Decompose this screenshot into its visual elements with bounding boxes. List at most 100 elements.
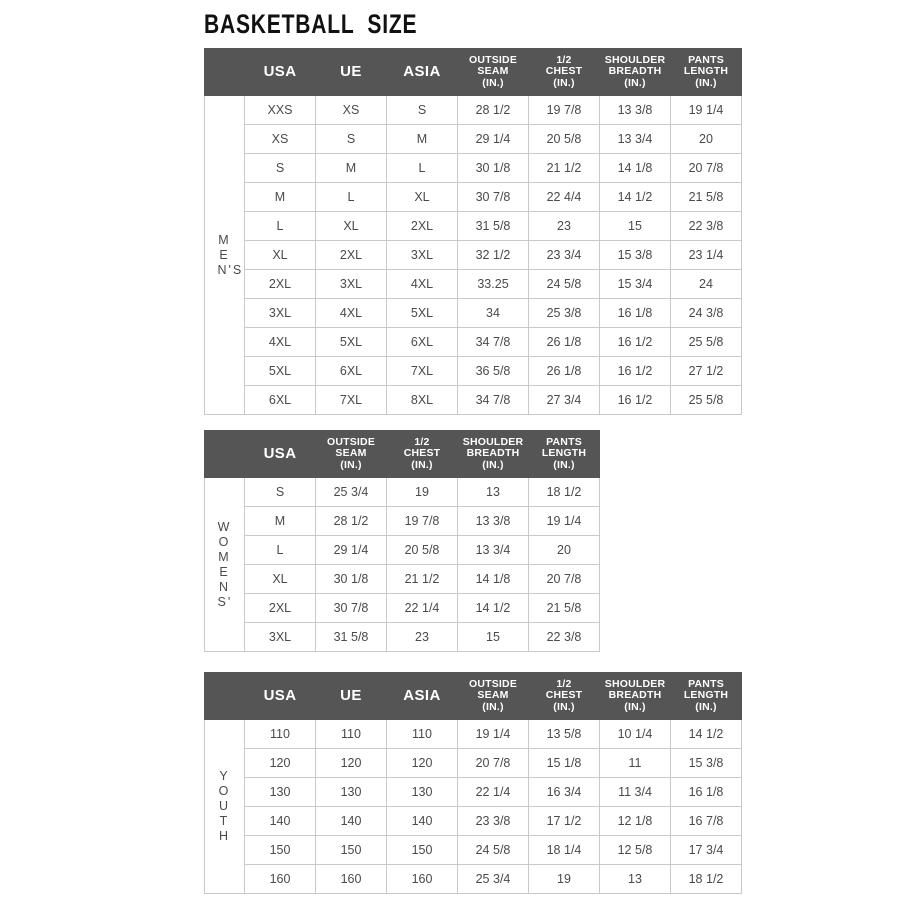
table-cell: 23 — [386, 622, 458, 652]
table-cell: 19 — [386, 477, 458, 507]
page-title: BASKETBALL SIZE — [204, 9, 418, 39]
table-cell: 4XL — [386, 269, 458, 299]
table-row: MEN'S XXS XS S 28 1/2 19 7/8 13 3/8 19 1/4 — [204, 95, 742, 415]
column-header-shoulder: SHOULDER BREADTH (IN.) — [599, 672, 671, 720]
table-cell: 160 — [315, 864, 387, 894]
table-cell: 22 3/8 — [670, 211, 742, 241]
table-cell: 20 — [528, 535, 600, 565]
table-cell: 27 3/4 — [528, 385, 600, 415]
table-cell: 12 1/8 — [599, 806, 671, 836]
table-cell: 150 — [315, 835, 387, 865]
table-cell: 23 — [528, 211, 600, 241]
column-header-outside: OUTSIDE SEAM (IN.) — [457, 48, 529, 96]
table-cell: L — [244, 535, 316, 565]
table-cell: 2XL — [244, 593, 316, 623]
table-cell: M — [386, 124, 458, 154]
table-cell: 19 1/4 — [528, 506, 600, 536]
table-row: 120 120 120 20 7/8 15 1/8 11 15 3/8 — [205, 748, 742, 778]
table-row: YOUTH 110 110 110 19 1/4 13 5/8 10 1/4 14 1/2 — [204, 719, 742, 894]
table-cell: 25 5/8 — [670, 327, 742, 357]
column-header-1-2: 1/2 CHEST (IN.) — [528, 672, 600, 720]
table-row: 4XL 5XL 6XL 34 7/8 26 1/8 16 1/2 25 5/8 — [205, 327, 742, 357]
table-cell: 28 1/2 — [457, 95, 529, 125]
table-cell: 110 — [244, 719, 316, 749]
table-cell: 34 7/8 — [457, 327, 529, 357]
table-cell: 19 1/4 — [457, 719, 529, 749]
table-cell: 26 1/8 — [528, 356, 600, 386]
table-cell: 25 3/4 — [315, 477, 387, 507]
table-cell: S — [386, 95, 458, 125]
table-row: 5XL 6XL 7XL 36 5/8 26 1/8 16 1/2 27 1/2 — [205, 356, 742, 386]
table-cell: 19 7/8 — [386, 506, 458, 536]
table-cell: 11 — [599, 748, 671, 778]
column-header-usa: USA — [244, 48, 316, 96]
table-row: S M L 30 1/8 21 1/2 14 1/8 20 7/8 — [205, 153, 742, 183]
table-cell: 26 1/8 — [528, 327, 600, 357]
table-cell: 3XL — [386, 240, 458, 270]
table-cell: 22 1/4 — [457, 777, 529, 807]
table-cell: 120 — [315, 748, 387, 778]
table-cell: 14 1/2 — [457, 593, 529, 623]
table-cell: 20 5/8 — [528, 124, 600, 154]
table-cell: 31 5/8 — [457, 211, 529, 241]
column-header-asia: ASIA — [386, 672, 458, 720]
table-cell: 24 5/8 — [528, 269, 600, 299]
table-row: WOMENS' S 25 3/4 19 13 18 1/2 — [204, 477, 600, 652]
table-cell: 15 3/8 — [599, 240, 671, 270]
table-cell: 20 7/8 — [670, 153, 742, 183]
table-cell: 120 — [386, 748, 458, 778]
table-cell: 130 — [386, 777, 458, 807]
table-cell: 22 1/4 — [386, 593, 458, 623]
table-cell: XL — [386, 182, 458, 212]
table-cell: 22 4/4 — [528, 182, 600, 212]
table-cell: 13 3/4 — [599, 124, 671, 154]
table-cell: 12 5/8 — [599, 835, 671, 865]
table-cell: 2XL — [386, 211, 458, 241]
table-row: M L XL 30 7/8 22 4/4 14 1/2 21 5/8 — [205, 182, 742, 212]
column-header-ue: UE — [315, 672, 387, 720]
table-cell: 18 1/2 — [670, 864, 742, 894]
table-cell: 18 1/2 — [528, 477, 600, 507]
table-cell: 24 5/8 — [457, 835, 529, 865]
table-cell: 6XL — [244, 385, 316, 415]
table-cell: M — [244, 182, 316, 212]
youth-table-body: YOUTH 110 110 110 19 1/4 13 5/8 10 1/4 14 1/2 12… — [204, 719, 742, 894]
table-cell: 23 1/4 — [670, 240, 742, 270]
table-cell: 19 — [528, 864, 600, 894]
table-row: 3XL 4XL 5XL 34 25 3/8 16 1/8 24 3/8 — [205, 298, 742, 328]
header-row: USA UE ASIA OUTSIDE SEAM (IN.) 1/2 CHEST (IN.) SH… — [204, 48, 742, 96]
table-cell: 25 5/8 — [670, 385, 742, 415]
table-cell: 29 1/4 — [315, 535, 387, 565]
mens-size-table: USA UE ASIA OUTSIDE SEAM (IN.) 1/2 CHEST (IN.) SH… — [204, 48, 742, 415]
table-row: 2XL 30 7/8 22 1/4 14 1/2 21 5/8 — [205, 593, 600, 623]
table-row: L XL 2XL 31 5/8 23 15 22 3/8 — [205, 211, 742, 241]
table-cell: 5XL — [386, 298, 458, 328]
table-cell: 7XL — [315, 385, 387, 415]
table-cell: 15 1/8 — [528, 748, 600, 778]
table-row: XS S M 29 1/4 20 5/8 13 3/4 20 — [205, 124, 742, 154]
table-cell: 21 1/2 — [386, 564, 458, 594]
group-label-mens: MEN'S — [204, 95, 245, 415]
table-cell: L — [315, 182, 387, 212]
table-row: 160 160 160 25 3/4 19 13 18 1/2 — [205, 864, 742, 894]
table-cell: 130 — [244, 777, 316, 807]
header-corner-cell — [204, 672, 245, 720]
group-label-text: WOMENS' — [217, 519, 233, 609]
table-cell: 14 1/8 — [599, 153, 671, 183]
table-cell: 19 7/8 — [528, 95, 600, 125]
table-cell: 150 — [386, 835, 458, 865]
table-cell: 13 — [457, 477, 529, 507]
table-cell: XL — [315, 211, 387, 241]
table-cell: 21 5/8 — [670, 182, 742, 212]
table-row: L 29 1/4 20 5/8 13 3/4 20 — [205, 535, 600, 565]
table-cell: 4XL — [244, 327, 316, 357]
table-cell: XS — [244, 124, 316, 154]
table-cell: 25 3/4 — [457, 864, 529, 894]
table-cell: 15 3/8 — [670, 748, 742, 778]
table-cell: M — [315, 153, 387, 183]
table-cell: 7XL — [386, 356, 458, 386]
table-row: 3XL 31 5/8 23 15 22 3/8 — [205, 622, 600, 652]
table-cell: S — [244, 477, 316, 507]
table-cell: L — [386, 153, 458, 183]
column-header-pants: PANTS LENGTH (IN.) — [670, 672, 742, 720]
